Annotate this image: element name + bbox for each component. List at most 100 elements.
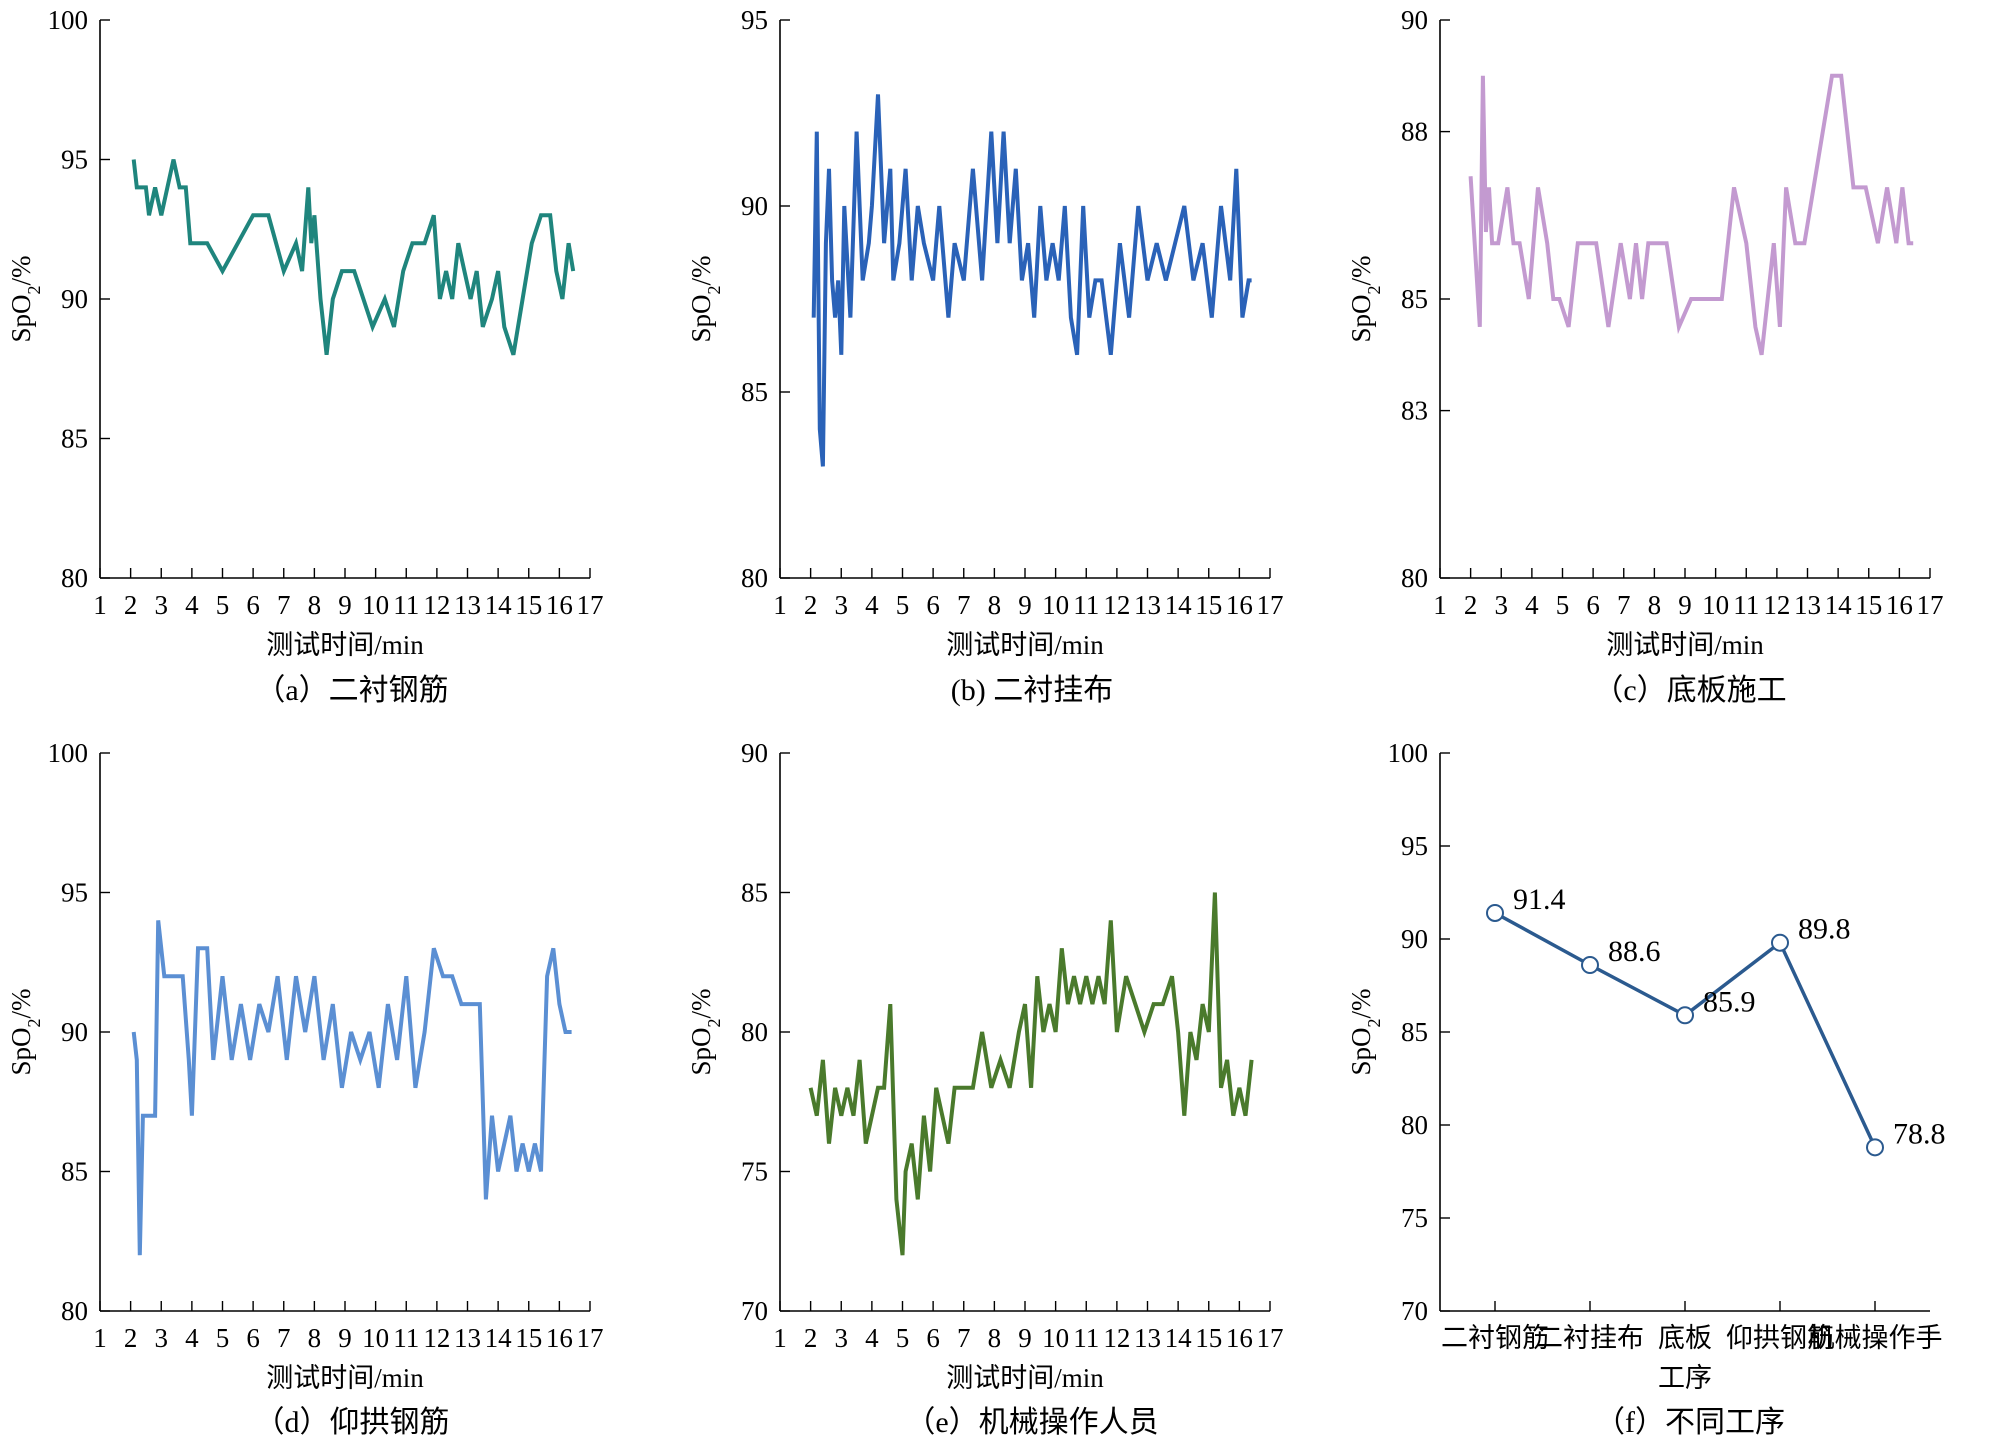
x-tick-label: 13 (454, 590, 481, 620)
x-tick-label: 11 (393, 590, 419, 620)
x-tick-label: 2 (804, 1323, 818, 1353)
x-axis-title: 测试时间/min (266, 630, 424, 660)
x-tick-label: 4 (185, 590, 199, 620)
x-tick-label: 2 (124, 590, 138, 620)
x-tick-label: 10 (362, 590, 389, 620)
x-tick-label: 2 (804, 590, 818, 620)
x-tick-label: 15 (515, 590, 542, 620)
data-point (1486, 903, 1504, 922)
x-tick-label: 9 (338, 590, 352, 620)
y-axis-title: SpO2/% (1346, 255, 1384, 342)
x-tick-label: 13 (1794, 590, 1821, 620)
x-tick-label: 1 (93, 590, 107, 620)
x-tick-label: 12 (1103, 1323, 1130, 1353)
x-tick-label: 4 (865, 590, 879, 620)
x-tick-label: 11 (1073, 1323, 1099, 1353)
x-tick-label: 8 (308, 1323, 322, 1353)
y-tick-label: 85 (741, 878, 768, 908)
y-tick-label: 80 (1401, 1110, 1428, 1140)
x-tick-label: 5 (216, 590, 230, 620)
x-tick-label: 7 (277, 590, 291, 620)
data-label: 88.6 (1608, 935, 1661, 968)
y-tick-label: 75 (1401, 1203, 1428, 1233)
x-tick-label: 17 (577, 590, 604, 620)
y-tick-label: 95 (741, 5, 768, 35)
y-tick-label: 100 (48, 738, 89, 768)
y-tick-label: 75 (741, 1157, 768, 1187)
x-tick-label: 8 (308, 590, 322, 620)
y-tick-label: 90 (741, 191, 768, 221)
panel-caption: （c）底板施工 (1593, 674, 1786, 707)
x-tick-label: 9 (1018, 590, 1032, 620)
x-tick-label: 13 (1134, 1323, 1161, 1353)
x-tick-label: 9 (1678, 590, 1692, 620)
x-tick-label: 5 (896, 590, 910, 620)
x-tick-label: 15 (1195, 590, 1222, 620)
x-tick-label: 8 (988, 1323, 1002, 1353)
y-tick-label: 90 (741, 738, 768, 768)
y-tick-label: 100 (48, 5, 89, 35)
x-tick-label: 10 (362, 1323, 389, 1353)
x-tick-label: 11 (1733, 590, 1759, 620)
x-tick-label: 1 (93, 1323, 107, 1353)
x-tick-label: 17 (1257, 1323, 1284, 1353)
x-axis-title: 测试时间/min (946, 1363, 1104, 1393)
x-tick-label: 8 (1648, 590, 1662, 620)
data-label: 89.8 (1798, 913, 1851, 946)
x-tick-label: 14 (1825, 590, 1853, 620)
x-tick-label: 9 (338, 1323, 352, 1353)
y-tick-label: 85 (741, 377, 768, 407)
y-tick-label: 88 (1401, 117, 1428, 147)
x-tick-label: 13 (454, 1323, 481, 1353)
x-tick-label: 6 (926, 590, 940, 620)
x-tick-label: 10 (1042, 1323, 1069, 1353)
y-tick-label: 70 (741, 1296, 768, 1326)
x-tick-label: 4 (185, 1323, 199, 1353)
x-tick-label: 1 (773, 590, 787, 620)
y-axis-title: SpO2/% (1346, 988, 1384, 1075)
x-tick-label: 11 (1073, 590, 1099, 620)
panel-caption: （d）仰拱钢筋 (255, 1406, 450, 1439)
x-tick-label: 4 (1525, 590, 1539, 620)
x-tick-label: 3 (155, 1323, 169, 1353)
x-tick-label: 11 (393, 1323, 419, 1353)
y-tick-label: 95 (61, 878, 88, 908)
data-point (1866, 1138, 1884, 1157)
x-tick-label: 7 (277, 1323, 291, 1353)
x-tick-label: 12 (1103, 590, 1130, 620)
x-tick-label: 底板 (1658, 1323, 1712, 1353)
x-tick-label: 7 (957, 590, 971, 620)
x-tick-label: 7 (957, 1323, 971, 1353)
x-tick-label: 1 (1433, 590, 1447, 620)
x-axis-title: 工序 (1658, 1363, 1712, 1393)
x-tick-label: 3 (1495, 590, 1509, 620)
x-tick-label: 17 (577, 1323, 604, 1353)
y-tick-label: 85 (1401, 1017, 1428, 1047)
x-tick-label: 5 (216, 1323, 230, 1353)
y-tick-label: 100 (1388, 738, 1429, 768)
x-tick-label: 17 (1257, 590, 1284, 620)
x-tick-label: 14 (1165, 590, 1193, 620)
y-axis-title: SpO2/% (6, 255, 44, 342)
x-tick-label: 2 (1464, 590, 1478, 620)
x-tick-label: 6 (926, 1323, 940, 1353)
x-tick-label: 12 (1763, 590, 1790, 620)
x-tick-label: 13 (1134, 590, 1161, 620)
x-tick-label: 14 (1165, 1323, 1193, 1353)
x-axis-title: 测试时间/min (266, 1363, 424, 1393)
x-tick-label: 17 (1917, 590, 1944, 620)
x-tick-label: 14 (485, 1323, 513, 1353)
y-tick-label: 80 (741, 1017, 768, 1047)
data-point (1676, 1006, 1694, 1025)
series-line (1468, 73, 1914, 356)
x-tick-label: 10 (1702, 590, 1729, 620)
y-axis-title: SpO2/% (686, 255, 724, 342)
data-label: 91.4 (1513, 883, 1566, 916)
x-tick-label: 14 (485, 590, 513, 620)
